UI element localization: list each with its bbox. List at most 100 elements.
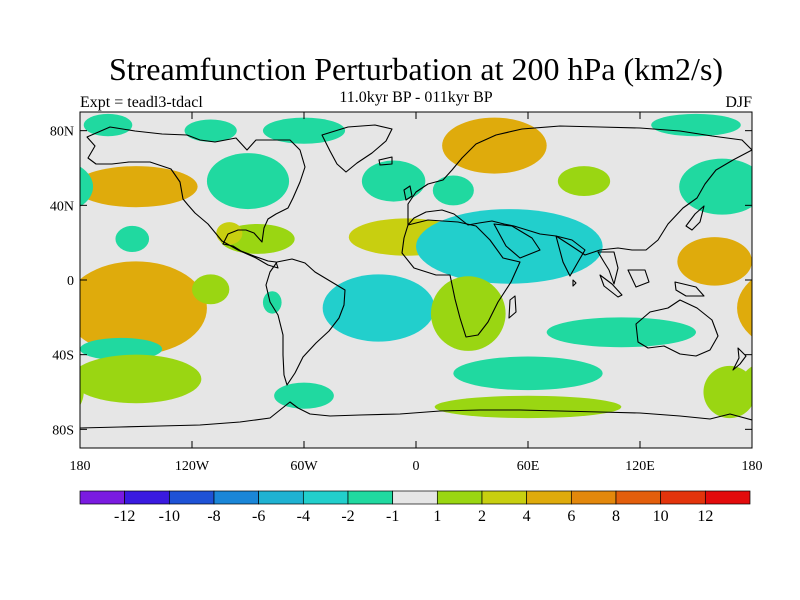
- eurasia-coast: [407, 125, 752, 256]
- lat-tick-label: 0: [67, 274, 74, 289]
- anomaly-region: [80, 378, 84, 406]
- colorbar-label: 4: [523, 508, 531, 525]
- sumatra-coast: [599, 274, 623, 298]
- madagascar-coast: [508, 295, 517, 319]
- anomaly-region: [361, 160, 426, 202]
- india-coast: [555, 235, 586, 277]
- lon-tick-label: 60W: [290, 459, 318, 474]
- anomaly-region: [432, 175, 474, 206]
- anomaly-region: [274, 382, 334, 409]
- anomaly-region: [430, 276, 506, 351]
- lon-tick-label: 0: [413, 459, 420, 474]
- colorbar-label: 1: [433, 508, 441, 525]
- anomaly-region: [80, 166, 198, 208]
- australia-coast: [635, 299, 719, 357]
- colorbar-swatch: [258, 490, 304, 505]
- south-america-coast: [265, 258, 346, 386]
- anomaly-region: [416, 209, 603, 284]
- arabia-coast: [493, 223, 541, 259]
- colorbar-swatch: [79, 490, 126, 505]
- colorbar-label: -8: [207, 508, 220, 525]
- anomaly-region: [80, 166, 94, 207]
- colorbar-label: 2: [478, 508, 486, 525]
- experiment-label: Expt = teadl3-tdacl: [80, 94, 203, 111]
- colorbar-swatch: [392, 490, 438, 505]
- british-isles-coast: [403, 185, 413, 201]
- sri-lanka-coast: [572, 279, 577, 287]
- colorbar-label: -10: [159, 508, 180, 525]
- colorbar-label: -2: [341, 508, 354, 525]
- lon-tick-label: 60E: [517, 459, 540, 474]
- anomaly-region: [752, 338, 800, 360]
- antarctica-coast: [80, 401, 752, 429]
- colorbar-swatch: [124, 490, 170, 505]
- colorbar-label: -12: [114, 508, 135, 525]
- colorbar-swatch: [526, 490, 572, 505]
- colorbar-swatch: [704, 490, 751, 505]
- anomaly-region: [703, 365, 752, 419]
- anomaly-region: [262, 117, 346, 144]
- anomaly-region: [737, 279, 752, 337]
- lat-tick-label: 40S: [52, 349, 74, 364]
- colorbar-label: 8: [612, 508, 620, 525]
- anomaly-region: [192, 274, 230, 305]
- anomaly-region: [262, 291, 282, 314]
- map-axes: 80N 40N 0 40S 80S 180 120W 60W 0 60E 120E 180: [50, 111, 763, 474]
- anomaly-region: [80, 337, 163, 361]
- colorbar-swatch: [168, 490, 215, 505]
- anomaly-region: [677, 237, 752, 286]
- anomaly-region: [322, 274, 435, 342]
- anomaly-region: [651, 113, 741, 137]
- colorbar-label: -6: [252, 508, 265, 525]
- colorbar-swatch: [481, 490, 528, 505]
- lon-tick-label: 120W: [175, 459, 210, 474]
- figure-title: Streamfunction Perturbation at 200 hPa (…: [109, 51, 723, 87]
- colorbar-swatch: [660, 490, 706, 505]
- season-label: DJF: [725, 94, 752, 111]
- colorbar-label: 10: [653, 508, 669, 525]
- anomaly-region: [184, 119, 237, 142]
- anomaly-fields: [80, 113, 800, 419]
- colorbar-swatch: [347, 490, 394, 505]
- lon-tick-label: 180: [742, 459, 763, 474]
- anomaly-region: [115, 225, 150, 252]
- lon-tick-label: 120E: [625, 459, 655, 474]
- time-period-label: 11.0kyr BP - 011kyr BP: [339, 89, 492, 106]
- colorbar-swatch: [570, 490, 617, 505]
- colorbar-label: -1: [386, 508, 399, 525]
- anomaly-region: [453, 356, 603, 391]
- anomaly-region: [434, 395, 622, 419]
- anomaly-region: [546, 317, 696, 348]
- colorbar-label: 6: [567, 508, 575, 525]
- colorbar-swatch: [213, 490, 260, 505]
- north-america-coast: [86, 126, 306, 269]
- colorbar-label: -4: [297, 508, 310, 525]
- colorbar-swatch: [302, 490, 349, 505]
- anomaly-region: [442, 117, 547, 174]
- anomaly-region: [746, 178, 752, 196]
- colorbar-swatch: [436, 490, 483, 505]
- anomaly-region: [557, 166, 611, 196]
- anomaly-region: [83, 113, 133, 137]
- new-guinea-coast: [674, 281, 705, 297]
- lon-tick-label: 180: [70, 459, 91, 474]
- colorbar-label: 12: [697, 508, 713, 525]
- iceland-coast: [378, 156, 393, 166]
- lat-tick-label: 80S: [52, 423, 74, 438]
- anomaly-region: [679, 158, 752, 215]
- coastlines: [80, 124, 752, 429]
- lat-tick-label: 40N: [50, 199, 74, 214]
- new-zealand-coast: [732, 347, 747, 371]
- anomaly-region: [80, 354, 202, 404]
- anomaly-region: [206, 153, 290, 210]
- greenland-coast: [321, 124, 393, 173]
- anomaly-region: [80, 261, 207, 355]
- colorbar-swatch: [615, 490, 662, 505]
- lat-tick-label: 80N: [50, 125, 74, 140]
- japan-coast: [685, 205, 705, 231]
- southeast-asia-coast: [597, 251, 619, 285]
- borneo-coast: [627, 269, 650, 288]
- colorbar: -12 -10 -8 -6 -4 -2 -1 1 2 4 6 8 10 12: [79, 490, 751, 525]
- africa-coast: [401, 219, 521, 338]
